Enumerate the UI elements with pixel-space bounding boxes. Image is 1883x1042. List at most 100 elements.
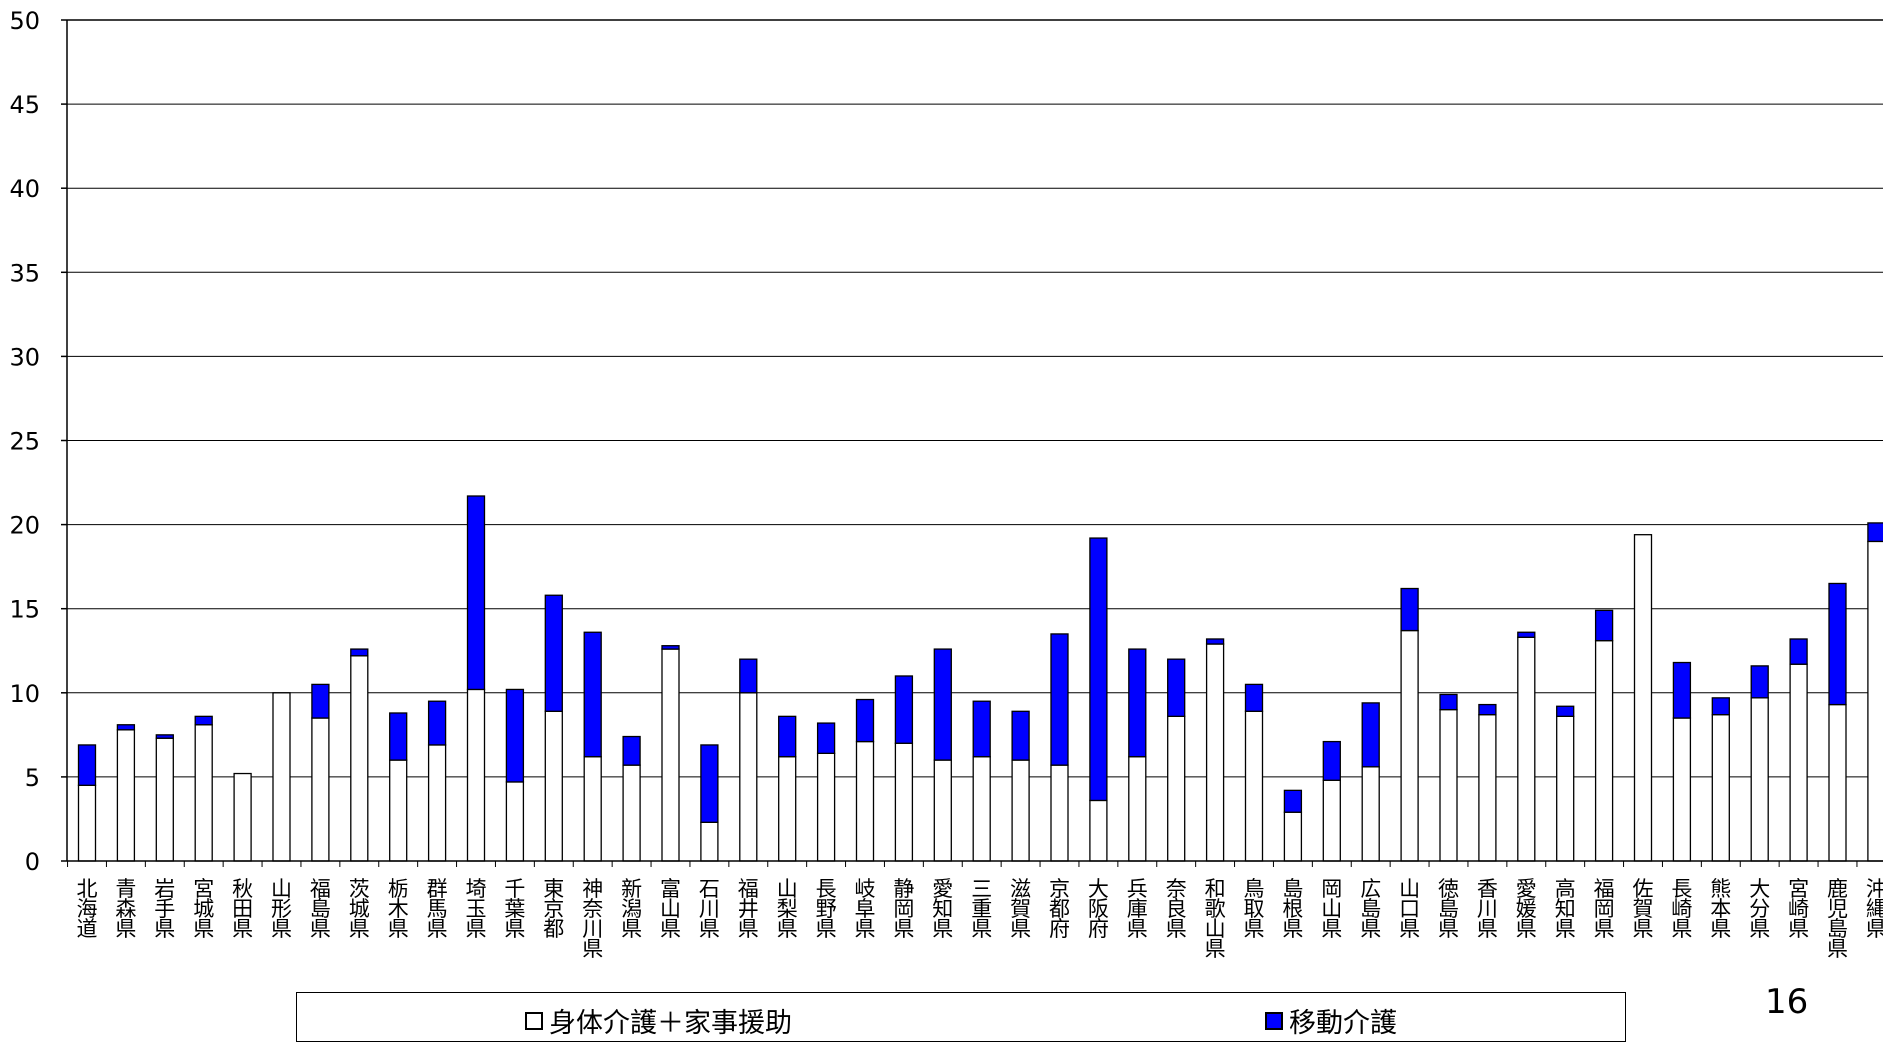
- y-tick-label: 0: [25, 848, 40, 876]
- x-tick-label: 三重県: [971, 877, 992, 941]
- x-tick-label: 京都府: [1049, 877, 1070, 941]
- bar-segment-mobility: [1051, 634, 1068, 765]
- bar-segment-body-housework: [818, 753, 835, 861]
- x-tick-label: 大阪府: [1088, 877, 1109, 941]
- bar-segment-body-housework: [934, 760, 951, 861]
- bar-segment-body-housework: [1129, 757, 1146, 861]
- bar-segment-body-housework: [973, 757, 990, 861]
- bar-segment-body-housework: [429, 745, 446, 861]
- bar-segment-body-housework: [117, 730, 134, 861]
- bar-segment-mobility: [1751, 666, 1768, 698]
- bar-segment-mobility: [934, 649, 951, 760]
- bar-segment-body-housework: [468, 689, 485, 861]
- bar-segment-mobility: [1518, 632, 1535, 637]
- bar-segment-body-housework: [1596, 641, 1613, 861]
- legend-label-body-housework: 身体介護＋家事援助: [549, 1001, 792, 1040]
- x-tick-label: 沖縄県: [1866, 877, 1883, 941]
- y-tick-label: 35: [9, 259, 40, 287]
- bar-segment-body-housework: [545, 711, 562, 861]
- bar-segment-mobility: [973, 701, 990, 757]
- bar-segment-body-housework: [195, 725, 212, 861]
- x-tick-label: 鹿児島県: [1827, 877, 1848, 961]
- bar-segment-body-housework: [156, 738, 173, 861]
- bar-segment-mobility: [1868, 523, 1883, 542]
- bar-segment-mobility: [857, 700, 874, 742]
- bar-segment-mobility: [468, 496, 485, 689]
- x-tick-label: 新潟県: [621, 877, 642, 941]
- bar-segment-mobility: [584, 632, 601, 756]
- bar-segment-body-housework: [1012, 760, 1029, 861]
- bar-segment-body-housework: [584, 757, 601, 861]
- x-tick-label: 宮城県: [193, 877, 214, 941]
- x-tick-label: 愛媛県: [1516, 877, 1537, 941]
- bar-segment-body-housework: [234, 774, 251, 861]
- y-tick-label: 25: [9, 428, 40, 456]
- bar-segment-body-housework: [740, 693, 757, 861]
- bar-segment-mobility: [79, 745, 96, 785]
- bar-segment-body-housework: [1401, 631, 1418, 861]
- x-tick-label: 岩手県: [154, 877, 175, 941]
- bar-segment-mobility: [195, 716, 212, 724]
- bar-segment-body-housework: [312, 718, 329, 861]
- bar-segment-body-housework: [1712, 715, 1729, 861]
- bar-segment-body-housework: [273, 693, 290, 861]
- bar-segment-body-housework: [1673, 718, 1690, 861]
- bar-segment-mobility: [1673, 663, 1690, 719]
- bar-segment-body-housework: [1479, 715, 1496, 861]
- bar-segment-mobility: [351, 649, 368, 656]
- y-tick-label: 45: [9, 91, 40, 119]
- bar-segment-body-housework: [1868, 541, 1883, 861]
- x-tick-label: 山梨県: [777, 877, 798, 941]
- x-tick-label: 奈良県: [1166, 877, 1187, 941]
- bar-segment-mobility: [1829, 583, 1846, 704]
- bar-segment-body-housework: [351, 656, 368, 861]
- bar-segment-mobility: [1323, 742, 1340, 781]
- bar-segment-mobility: [545, 595, 562, 711]
- bar-segment-body-housework: [1051, 765, 1068, 861]
- legend-swatch-white: [525, 1012, 543, 1030]
- x-tick-label: 青森県: [115, 877, 136, 941]
- y-tick-label: 40: [9, 175, 40, 203]
- x-tick-label: 埼玉県: [466, 877, 487, 941]
- x-tick-label: 広島県: [1360, 877, 1381, 941]
- bar-segment-body-housework: [1323, 780, 1340, 861]
- bar-segment-mobility: [740, 659, 757, 693]
- x-tick-label: 福島県: [310, 877, 331, 941]
- bar-segment-mobility: [429, 701, 446, 745]
- bar-segment-mobility: [1440, 694, 1457, 709]
- legend-swatch-blue: [1265, 1012, 1283, 1030]
- bar-segment-mobility: [818, 723, 835, 753]
- bar-segment-body-housework: [1284, 812, 1301, 861]
- x-tick-label: 香川県: [1477, 877, 1498, 941]
- y-tick-label: 30: [9, 343, 40, 371]
- x-tick-label: 石川県: [699, 877, 720, 941]
- x-tick-label: 長崎県: [1671, 877, 1692, 941]
- bar-segment-body-housework: [779, 757, 796, 861]
- y-tick-label: 5: [25, 764, 40, 792]
- x-tick-label: 長野県: [816, 877, 837, 941]
- bars: [79, 496, 1883, 861]
- bar-segment-mobility: [623, 737, 640, 766]
- x-tick-label: 佐賀県: [1633, 877, 1654, 941]
- x-tick-label: 島根県: [1282, 877, 1303, 941]
- x-tick-label: 徳島県: [1438, 877, 1459, 941]
- bar-segment-body-housework: [623, 765, 640, 861]
- bar-segment-mobility: [1596, 610, 1613, 640]
- bar-segment-mobility: [701, 745, 718, 822]
- bar-segment-body-housework: [701, 822, 718, 861]
- x-tick-label: 福岡県: [1594, 877, 1615, 941]
- x-tick-label: 富山県: [660, 877, 681, 941]
- bar-segment-mobility: [117, 725, 134, 730]
- bar-segment-mobility: [1790, 639, 1807, 664]
- bar-segment-body-housework: [1790, 664, 1807, 861]
- legend-item-mobility: 移動介護: [1265, 1001, 1397, 1040]
- x-tick-label: 栃木県: [388, 877, 409, 941]
- x-tick-label: 静岡県: [893, 877, 914, 941]
- bar-segment-body-housework: [1635, 535, 1652, 861]
- y-tick-label: 15: [9, 596, 40, 624]
- x-tick-label: 和歌山県: [1205, 877, 1226, 961]
- bar-segment-body-housework: [1829, 705, 1846, 861]
- bar-segment-mobility: [506, 689, 523, 782]
